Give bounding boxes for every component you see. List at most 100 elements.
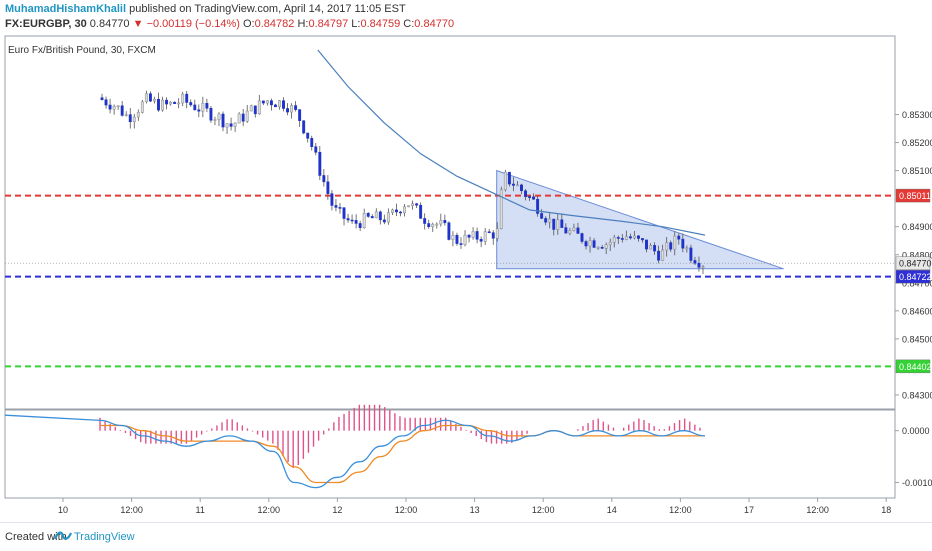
candle-body (677, 235, 681, 240)
candle-body (374, 211, 378, 219)
candle-body (257, 100, 261, 115)
candle-body (144, 93, 148, 103)
candle-body (435, 223, 439, 226)
candle-body (274, 104, 277, 108)
candle-body (177, 102, 181, 105)
candle-body (370, 216, 374, 219)
candle-body (681, 238, 685, 249)
candle-body (330, 193, 334, 206)
x-tick-label: 12:00 (806, 505, 829, 515)
candle-body (294, 105, 298, 110)
candle-body (645, 239, 648, 250)
candle-body (382, 219, 386, 223)
candle-body (560, 219, 564, 228)
candle-body (326, 181, 330, 194)
candle-body (116, 105, 120, 108)
level-red-badge (895, 188, 931, 203)
candle-body (310, 138, 314, 147)
x-tick-label: 13 (470, 505, 480, 515)
candle-body (358, 223, 362, 228)
signal-line (100, 424, 705, 484)
candle-body (132, 116, 136, 123)
candle-body (600, 247, 604, 249)
candle-body (253, 105, 257, 115)
candle-body (459, 243, 463, 245)
candle-body (209, 108, 213, 121)
open-label: O: (243, 18, 255, 30)
y-tick-label: 0.84900 (902, 222, 932, 232)
candle-body (193, 104, 197, 111)
candle-body (467, 234, 471, 238)
symbol-label: FX:EURGBP, 30 (5, 18, 87, 30)
candle-body (443, 220, 447, 224)
candle-body (314, 146, 318, 153)
candle-body (386, 212, 390, 223)
candle-body (136, 112, 140, 118)
candle-body (604, 244, 608, 249)
candle-body (572, 227, 576, 231)
candle-body (483, 231, 487, 242)
y-tick-label: 0.84600 (902, 306, 932, 316)
candle-body (120, 105, 124, 116)
candle-body (169, 101, 173, 105)
candle-body (608, 241, 612, 246)
author-link[interactable]: MuhamadHishamKhalil (5, 3, 127, 15)
open-value: 0.84782 (254, 18, 295, 30)
candle-body (108, 104, 112, 110)
macd-line-lead (4, 414, 101, 422)
candle-body (685, 247, 689, 250)
candle-body (346, 218, 350, 221)
candle-body (318, 152, 322, 176)
y-tick-label: 0.85100 (902, 166, 932, 176)
x-tick-label: 12:00 (669, 505, 692, 515)
candle-body (185, 93, 189, 103)
candle-body (491, 232, 495, 239)
sub-y-tick-label: 0.0000 (902, 426, 930, 436)
candle-body (181, 93, 185, 104)
y-tick-label: 0.85300 (902, 110, 932, 120)
candle-body (701, 266, 705, 268)
change-arrow-icon: ▼ (132, 18, 144, 30)
x-tick-label: 11 (196, 505, 205, 515)
candle-body (399, 211, 402, 214)
candle-body (653, 245, 657, 252)
candle-body (104, 99, 108, 106)
candle-body (548, 218, 552, 223)
candle-body (596, 247, 600, 249)
low-value: 0.84759 (360, 18, 401, 30)
candle-body (487, 231, 491, 233)
candle-body (229, 123, 233, 127)
candle-body (157, 98, 160, 111)
sub-y-tick-label: -0.0010 (902, 478, 932, 488)
level-green-badge (895, 359, 931, 374)
current-price-badge (895, 256, 931, 270)
candle-body (637, 235, 640, 239)
y-tick-label: 0.85200 (902, 138, 932, 148)
candle-body (620, 238, 624, 240)
candle-body (403, 206, 406, 214)
published-text: published on TradingView.com, April 14, … (129, 3, 406, 15)
candle-body (624, 236, 628, 240)
price-chart[interactable]: 0.853000.852000.851000.849000.848000.847… (0, 0, 932, 522)
candle-body (221, 113, 225, 128)
candle-body (265, 100, 269, 104)
candle-body (342, 207, 346, 219)
close-label: C: (403, 18, 415, 30)
candle-body (128, 114, 132, 123)
footer: Created with TradingView (0, 522, 932, 551)
candle-body (532, 196, 536, 200)
candle-body (350, 219, 354, 222)
candle-body (112, 106, 116, 110)
candle-body (261, 100, 265, 104)
tradingview-brand-link[interactable]: TradingView (74, 531, 135, 543)
candle-body (451, 235, 455, 240)
candle-body (427, 223, 431, 228)
last-price: 0.84770 (89, 18, 130, 30)
candle-body (286, 108, 290, 113)
candle-body (419, 204, 423, 219)
candle-body (362, 213, 366, 228)
candle-body (197, 109, 201, 112)
candle-body (245, 110, 249, 122)
chart-header: MuhamadHishamKhalil published on Trading… (0, 0, 932, 34)
candle-body (282, 100, 285, 109)
